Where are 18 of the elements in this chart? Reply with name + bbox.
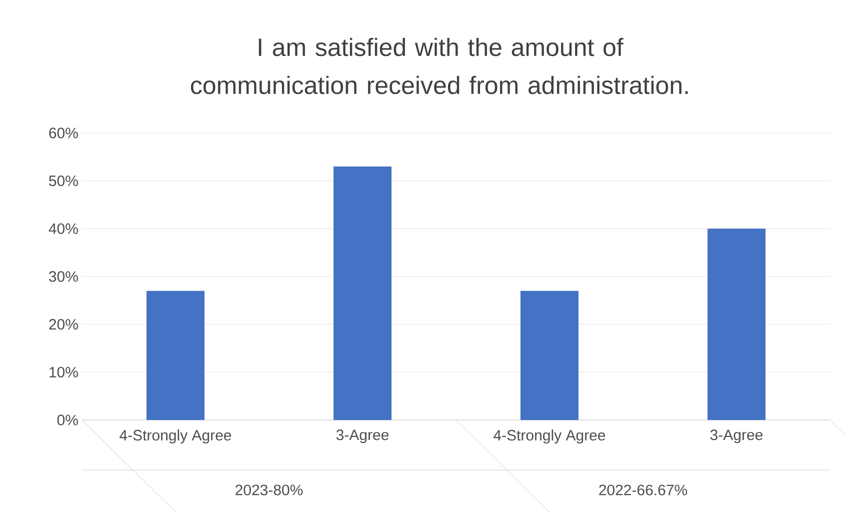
y-tick-label: 0% [57, 414, 78, 426]
y-tick-label: 30% [49, 271, 78, 282]
text: 2022-66.67% [599, 484, 688, 496]
y-tick-label: 10% [50, 366, 78, 378]
chart-title: I am satisfied with the amount of communication received from administration. [190, 38, 688, 94]
y-tick-label: 60% [49, 128, 78, 138]
y-tick-label: 50% [49, 176, 78, 186]
x-tick-label: 4-Strongly Agree [494, 430, 606, 444]
bar [334, 166, 392, 420]
x-tick-label: 3-Agree [710, 430, 763, 444]
bar [708, 228, 766, 420]
y-tick-label: 40% [48, 223, 78, 234]
bar [520, 290, 579, 420]
x-tick-label: 3-Agree [336, 430, 389, 444]
x-tick-label: 4-Strongly Agree [120, 430, 232, 444]
text: 2023-80% [236, 484, 303, 496]
bar [146, 290, 205, 420]
y-tick-label: 20% [49, 319, 78, 330]
